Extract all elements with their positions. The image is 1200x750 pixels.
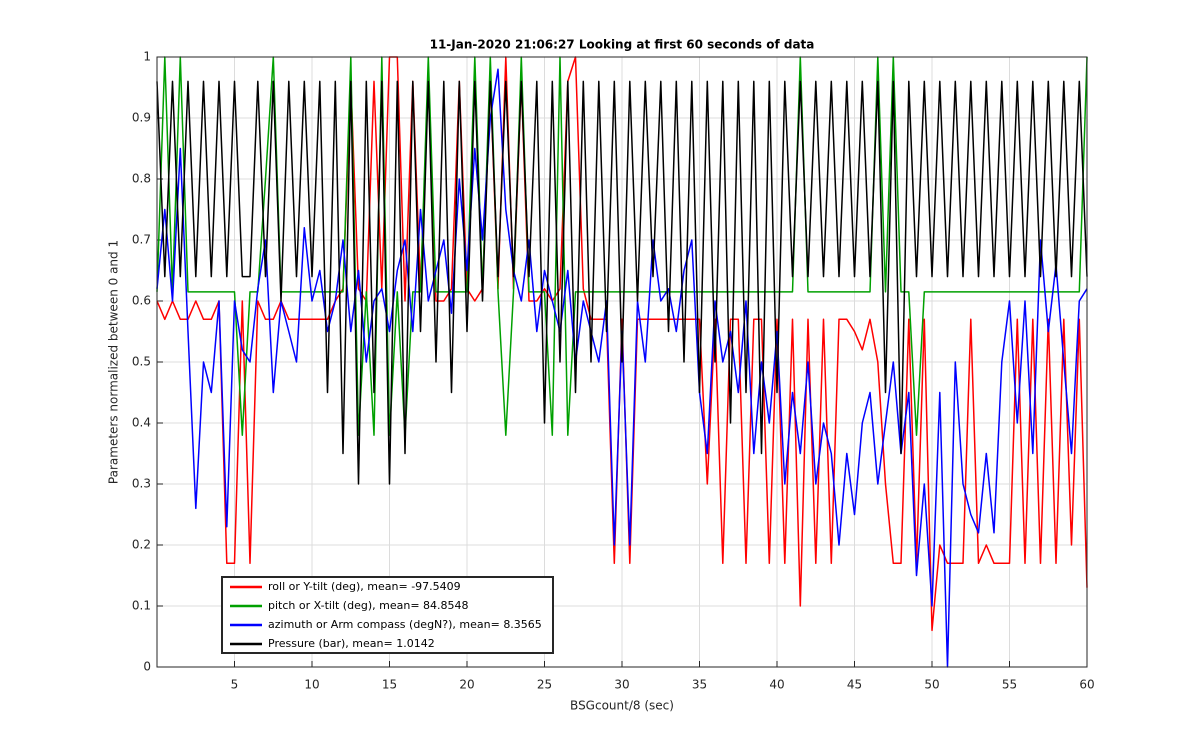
legend-label: azimuth or Arm compass (degN?), mean= 8.… <box>268 618 542 631</box>
y-tick-label: 0.1 <box>132 599 151 613</box>
y-tick-label: 1 <box>143 50 151 64</box>
y-tick-label: 0.2 <box>132 538 151 552</box>
x-tick-label: 5 <box>231 678 239 692</box>
series-line <box>156 68 1088 668</box>
x-tick-label: 30 <box>614 678 629 692</box>
x-tick-label: 50 <box>924 678 939 692</box>
legend: roll or Y-tilt (deg), mean= -97.5409 pitc… <box>221 576 554 654</box>
legend-label: roll or Y-tilt (deg), mean= -97.5409 <box>268 580 461 593</box>
series-line <box>156 80 1088 485</box>
y-tick-label: 0 <box>143 660 151 674</box>
x-tick-label: 45 <box>847 678 862 692</box>
legend-label: pitch or X-tilt (deg), mean= 84.8548 <box>268 599 469 612</box>
legend-box <box>221 576 554 654</box>
x-tick-label: 10 <box>304 678 319 692</box>
x-tick-label: 35 <box>692 678 707 692</box>
y-tick-label: 0.7 <box>132 233 151 247</box>
y-tick-label: 0.4 <box>132 416 151 430</box>
series-line <box>156 56 1088 436</box>
axes-box <box>156 56 1088 668</box>
x-tick-label: 40 <box>769 678 784 692</box>
x-tick-label: 20 <box>459 678 474 692</box>
y-tick-label: 0.6 <box>132 294 151 308</box>
x-tick-label: 55 <box>1002 678 1017 692</box>
x-tick-label: 15 <box>382 678 397 692</box>
chart-title: 11-Jan-2020 21:06:27 Looking at first 60… <box>430 38 815 52</box>
x-axis-label: BSGcount/8 (sec) <box>570 699 674 713</box>
y-tick-label: 0.8 <box>132 172 151 186</box>
x-tick-label: 25 <box>537 678 552 692</box>
legend-label: Pressure (bar), mean= 1.0142 <box>268 637 435 650</box>
x-tick-label: 60 <box>1079 678 1094 692</box>
y-tick-label: 0.3 <box>132 477 151 491</box>
series-line <box>156 56 1088 632</box>
y-axis-label: Parameters normalized between 0 and 1 <box>107 240 121 484</box>
y-tick-label: 0.5 <box>132 355 151 369</box>
y-tick-label: 0.9 <box>132 111 151 125</box>
